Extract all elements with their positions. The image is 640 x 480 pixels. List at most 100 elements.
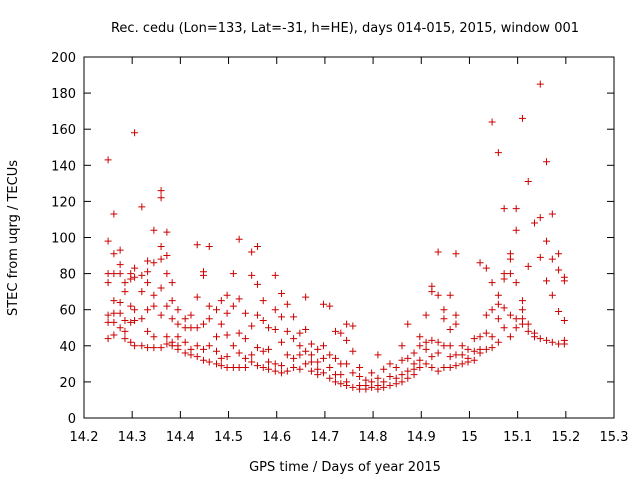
x-tick-label: 14.6 (262, 430, 291, 445)
chart-title: Rec. cedu (Lon=133, Lat=-31, h=HE), days… (111, 21, 579, 36)
y-tick-label: 120 (51, 195, 76, 210)
data-point (223, 363, 231, 371)
y-tick-label: 180 (51, 87, 76, 102)
data-point (213, 360, 220, 368)
data-point (174, 320, 182, 328)
data-point (470, 356, 478, 364)
data-point (494, 149, 502, 157)
data-point (349, 369, 357, 377)
data-point (512, 324, 520, 332)
data-point (482, 329, 490, 337)
data-point (536, 214, 544, 222)
data-point (518, 306, 526, 314)
data-point (374, 351, 382, 359)
data-point (193, 353, 201, 361)
data-point (386, 382, 394, 390)
data-point (223, 291, 231, 299)
data-point (174, 333, 182, 341)
data-point (548, 210, 556, 218)
x-tick-label: 14.2 (70, 430, 99, 445)
data-point (144, 306, 152, 314)
y-tick-label: 20 (59, 376, 76, 391)
data-point (356, 372, 364, 380)
data-point (476, 333, 484, 341)
data-point (500, 205, 508, 213)
data-point (332, 378, 340, 386)
data-point (512, 205, 520, 213)
y-tick-label: 140 (51, 159, 76, 174)
data-point (326, 351, 334, 359)
data-point (121, 279, 129, 287)
data-point (560, 317, 568, 325)
data-point (440, 342, 448, 350)
data-point (157, 194, 165, 202)
data-point (150, 333, 158, 341)
data-point (121, 288, 129, 296)
data-point (548, 255, 556, 263)
data-point (181, 349, 189, 357)
data-point (131, 306, 139, 314)
data-point (531, 219, 538, 227)
data-point (458, 351, 466, 359)
data-point (217, 297, 225, 305)
data-point (326, 374, 334, 382)
data-point (488, 306, 496, 314)
data-point (555, 308, 563, 316)
data-point (253, 344, 261, 352)
data-point (265, 324, 273, 332)
x-tick-label: 14.5 (214, 430, 243, 445)
data-point (494, 300, 502, 308)
data-point (560, 340, 568, 348)
data-point (278, 289, 286, 297)
data-point (283, 300, 291, 308)
data-point (416, 356, 424, 364)
data-point (290, 354, 298, 362)
data-point (482, 264, 490, 272)
data-point (235, 295, 243, 303)
data-point (349, 322, 357, 330)
data-point (416, 363, 424, 371)
data-point (337, 371, 345, 379)
y-tick-label: 40 (59, 340, 76, 355)
data-point (213, 306, 220, 314)
data-point (163, 302, 171, 310)
data-point (138, 342, 146, 350)
data-point (536, 80, 544, 88)
data-point (531, 333, 538, 341)
data-point (368, 383, 376, 391)
data-point (174, 306, 182, 314)
data-point (488, 279, 496, 287)
data-point (524, 320, 532, 328)
data-point (543, 277, 551, 285)
data-point (131, 342, 139, 350)
data-point (500, 275, 508, 283)
data-point (319, 354, 327, 362)
data-point (223, 309, 231, 317)
data-point (271, 271, 279, 279)
data-point (163, 333, 171, 341)
data-point (392, 363, 400, 371)
data-point (253, 311, 261, 319)
data-point (494, 338, 502, 346)
data-point (110, 318, 118, 326)
data-point (368, 369, 376, 377)
data-point (144, 257, 152, 265)
data-point (290, 313, 298, 321)
data-point (241, 363, 249, 371)
data-point (150, 344, 158, 352)
data-point (144, 279, 152, 287)
data-point (488, 118, 496, 126)
data-point (116, 309, 124, 317)
data-point (494, 291, 502, 299)
data-point (512, 315, 520, 323)
data-point (278, 313, 286, 321)
data-point (110, 331, 118, 339)
data-point (422, 311, 430, 319)
data-point (205, 302, 213, 310)
y-tick-label: 60 (59, 304, 76, 319)
data-point (446, 353, 454, 361)
data-point (248, 271, 256, 279)
data-point (265, 358, 273, 366)
data-point (470, 347, 478, 355)
